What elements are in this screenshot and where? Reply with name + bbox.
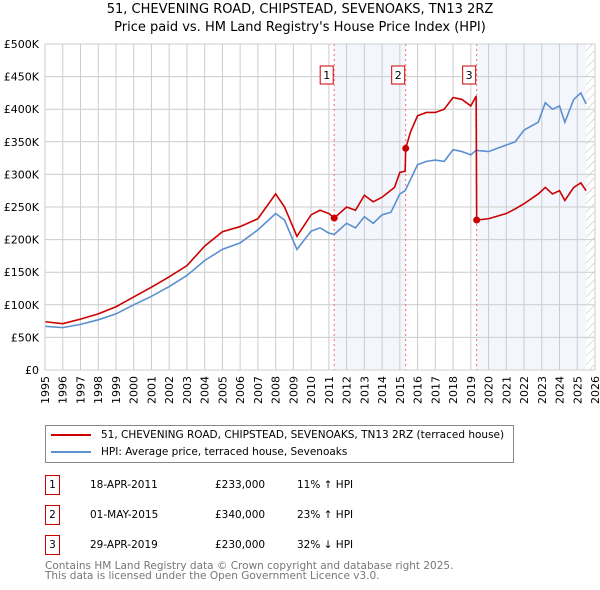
x-tick-label: 2016 [412, 376, 425, 404]
y-tick-label: £0 [25, 364, 39, 377]
sale-price: £230,000 [215, 539, 266, 551]
x-tick-label: 2026 [589, 376, 600, 404]
x-tick-label: 2005 [216, 376, 229, 404]
sale-price: £340,000 [215, 509, 266, 521]
y-tick-label: £50K [11, 331, 40, 344]
x-tick-label: 1999 [110, 376, 123, 404]
sale-badge: 1 [45, 475, 60, 495]
legend-label: 51, CHEVENING ROAD, CHIPSTEAD, SEVENOAKS… [101, 429, 505, 441]
y-tick-label: £400K [4, 103, 40, 116]
legend: 51, CHEVENING ROAD, CHIPSTEAD, SEVENOAKS… [45, 425, 514, 463]
x-tick-label: 2025 [571, 376, 584, 404]
sale-date: 29-APR-2019 [90, 539, 158, 551]
sale-price: £233,000 [215, 479, 266, 491]
sale-row: 3 29-APR-2019 £230,000 32% ↓ HPI [45, 535, 545, 555]
sale-point [330, 214, 338, 222]
x-tick-label: 2009 [287, 376, 300, 404]
x-tick-label: 2006 [234, 376, 247, 404]
sale-hpi: 32% ↓ HPI [297, 539, 354, 551]
sale-badge-label: 2 [395, 69, 402, 82]
sale-hpi: 11% ↑ HPI [297, 479, 354, 491]
y-tick-label: £450K [4, 71, 40, 84]
x-tick-label: 1995 [39, 376, 52, 404]
x-tick-label: 2013 [358, 376, 371, 404]
series-line [44, 95, 587, 325]
sale-row: 1 18-APR-2011 £233,000 11% ↑ HPI [45, 475, 545, 495]
x-tick-label: 2010 [305, 376, 318, 404]
sale-badge-label: 3 [466, 69, 473, 82]
sale-badge: 3 [45, 535, 60, 555]
line-chart: 1995 1996 1997 1998 1999 2000 2001 2002 2003 2004… [4, 38, 600, 404]
x-tick-label: 2017 [429, 376, 442, 404]
sale-badge: 2 [45, 505, 60, 525]
legend-swatch-blue [51, 451, 91, 453]
sale-badge-box [319, 65, 334, 85]
y-tick-label: £500K [4, 38, 40, 51]
x-tick-label: 2022 [518, 376, 531, 404]
series-line [44, 91, 587, 329]
sale-point [473, 216, 481, 224]
footer-line: This data is licensed under the Open Gov… [45, 570, 380, 582]
legend-item-property: 51, CHEVENING ROAD, CHIPSTEAD, SEVENOAKS… [46, 429, 504, 441]
y-tick-label: £250K [4, 201, 40, 214]
x-tick-label: 2018 [447, 376, 460, 404]
sale-row: 2 01-MAY-2015 £340,000 23% ↑ HPI [45, 505, 545, 525]
x-tick-label: 2004 [199, 376, 212, 404]
sale-point [402, 144, 410, 152]
chart-title: 51, CHEVENING ROAD, CHIPSTEAD, SEVENOAKS… [106, 2, 494, 17]
footer: Contains HM Land Registry data © Crown c… [45, 560, 454, 582]
x-tick-label: 2011 [323, 376, 336, 404]
legend-label: HPI: Average price, terraced house, Seve… [101, 446, 348, 458]
legend-swatch-red [51, 434, 91, 436]
footer-line: Contains HM Land Registry data © Crown c… [45, 560, 454, 572]
y-tick-label: £100K [4, 299, 40, 312]
x-tick-label: 2019 [465, 376, 478, 404]
x-tick-label: 2015 [394, 376, 407, 404]
x-tick-label: 1996 [57, 376, 70, 404]
sale-badge-box [462, 65, 477, 85]
sale-hpi: 23% ↑ HPI [297, 509, 354, 521]
x-tick-label: 1997 [74, 376, 87, 404]
x-tick-label: 2021 [500, 376, 513, 404]
x-tick-label: 2007 [252, 376, 265, 404]
x-tick-label: 2008 [270, 376, 283, 404]
x-tick-label: 1998 [92, 376, 105, 404]
sale-date: 18-APR-2011 [90, 479, 158, 491]
sale-badge-label: 1 [323, 69, 330, 82]
sale-badge-box [391, 65, 406, 85]
legend-item-hpi: HPI: Average price, terraced house, Seve… [46, 446, 347, 458]
x-tick-label: 2023 [536, 376, 549, 404]
x-tick-label: 2002 [163, 376, 176, 404]
y-tick-label: £200K [4, 234, 40, 247]
x-tick-label: 2001 [145, 376, 158, 404]
sale-date: 01-MAY-2015 [90, 509, 159, 521]
x-tick-label: 2014 [376, 376, 389, 404]
x-tick-label: 2012 [341, 376, 354, 404]
y-tick-label: £300K [4, 168, 40, 181]
y-tick-label: £350K [4, 136, 40, 149]
x-tick-label: 2024 [554, 376, 567, 404]
x-tick-label: 2000 [128, 376, 141, 404]
plot-frame [44, 43, 596, 371]
x-tick-label: 2003 [181, 376, 194, 404]
y-tick-label: £150K [4, 266, 40, 279]
chart-subtitle: Price paid vs. HM Land Registry's House … [114, 20, 486, 35]
x-tick-label: 2020 [483, 376, 496, 404]
